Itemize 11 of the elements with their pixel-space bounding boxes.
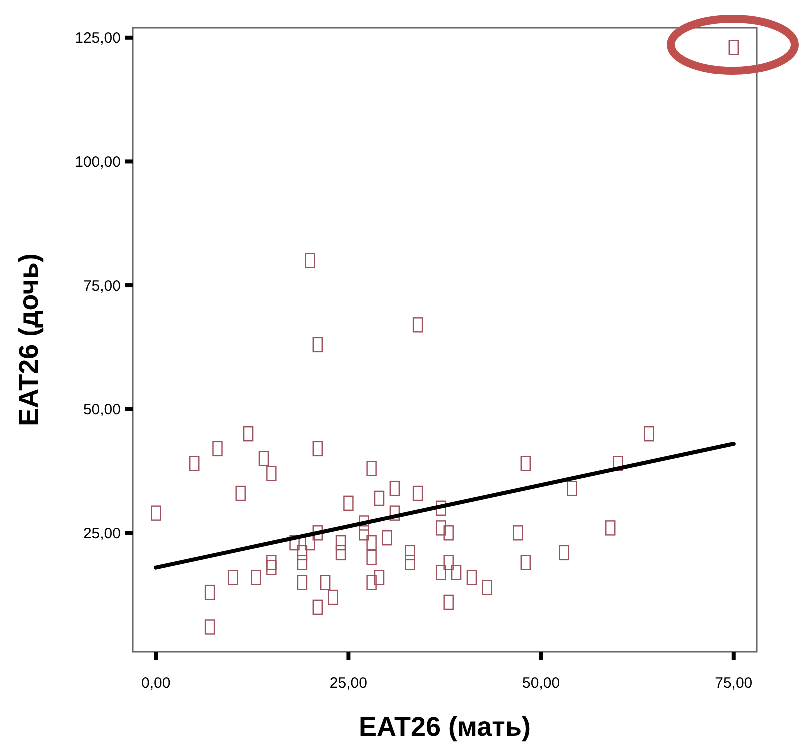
x-tick-label: 0,00 (142, 675, 171, 692)
y-tick-label: 50,00 (83, 402, 121, 419)
x-tick-label: 25,00 (330, 675, 368, 692)
y-tick-label: 75,00 (83, 278, 121, 295)
x-tick-label: 50,00 (522, 675, 560, 692)
y-tick-label: 125,00 (75, 30, 121, 48)
y-tick-label: 100,00 (75, 154, 121, 171)
x-tick-label: 75,00 (715, 675, 753, 692)
x-axis-title: EAT26 (мать) (359, 712, 531, 742)
y-axis-title: EAT26 (дочь) (14, 254, 44, 426)
y-tick-label: 25,00 (83, 525, 121, 542)
